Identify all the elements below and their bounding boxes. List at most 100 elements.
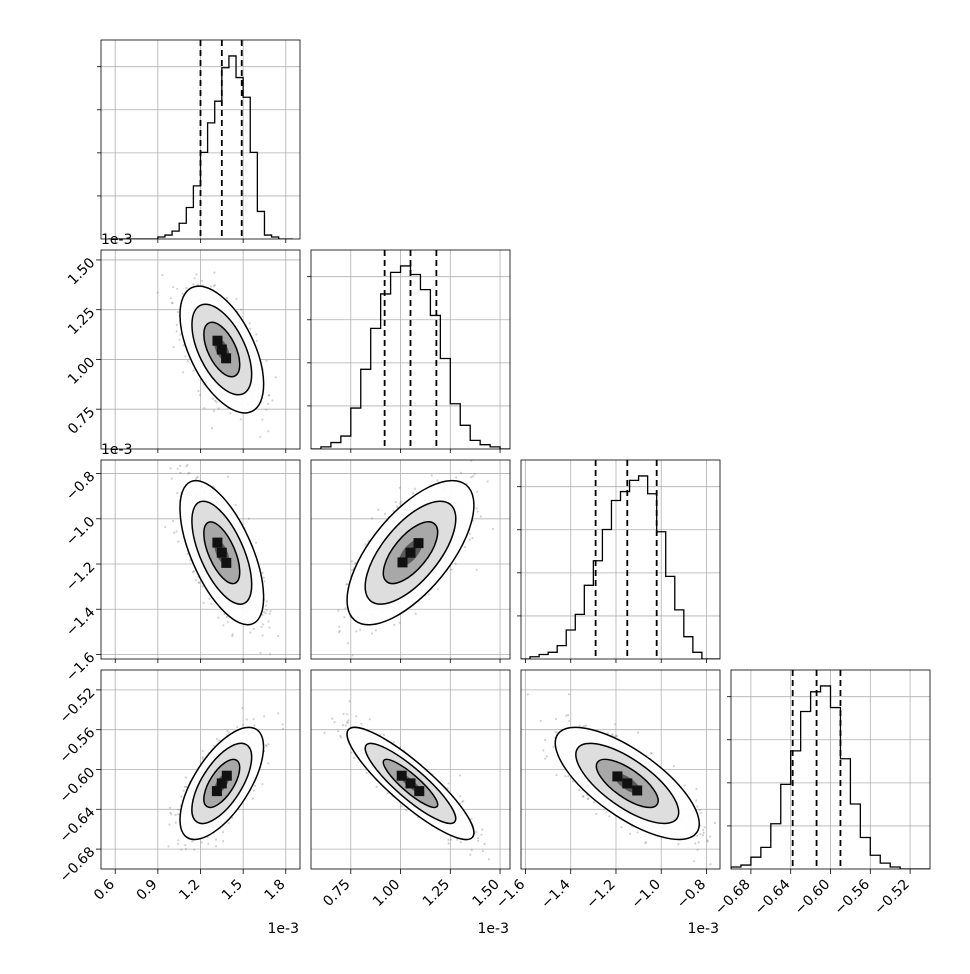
scatter-point: [395, 501, 397, 503]
scatter-point: [460, 472, 462, 474]
scatter-point: [469, 539, 471, 541]
scatter-point: [455, 563, 457, 565]
scatter-point: [428, 593, 430, 595]
scatter-point: [266, 600, 268, 602]
scatter-point: [173, 532, 175, 534]
scatter-point: [371, 517, 373, 519]
scatter-point: [464, 546, 466, 548]
scatter-point: [352, 654, 354, 656]
scatter-point: [261, 419, 263, 421]
scatter-point: [178, 809, 180, 811]
scatter-point: [193, 570, 195, 572]
scatter-point: [270, 610, 272, 612]
scatter-point: [193, 849, 195, 851]
scatter-point: [265, 605, 267, 607]
scatter-point: [175, 530, 177, 532]
scatter-point: [177, 311, 179, 313]
histogram-2: [521, 476, 720, 659]
scatter-point: [216, 738, 218, 740]
scatter-point: [471, 537, 473, 539]
scatter-point: [213, 271, 215, 273]
scatter-point: [399, 487, 401, 489]
scatter-point: [469, 533, 471, 535]
scatter-point: [267, 403, 269, 405]
scatter-point: [179, 334, 181, 336]
scatter-point: [192, 370, 194, 372]
density-core-cell: [406, 548, 416, 558]
scatter-point: [265, 409, 267, 411]
scatter-point: [263, 580, 265, 582]
scatter-point: [265, 609, 267, 611]
scatter-point: [241, 707, 243, 709]
scatter-point: [209, 598, 211, 600]
scatter-point: [240, 309, 242, 311]
scatter-point: [196, 477, 198, 479]
scatter-point: [202, 750, 204, 752]
scatter-point: [215, 845, 217, 847]
scatter-point: [437, 588, 439, 590]
scatter-point: [492, 528, 494, 530]
scatter-point: [201, 280, 203, 282]
scatter-point: [211, 427, 213, 429]
scatter-point: [480, 515, 482, 517]
scatter-point: [214, 400, 216, 402]
density-core-cell: [221, 353, 231, 363]
scatter-point: [222, 624, 224, 626]
scatter-point: [267, 620, 269, 622]
scatter-point: [203, 602, 205, 604]
scatter-point: [218, 739, 220, 741]
scatter-point: [179, 465, 181, 467]
scatter-point: [171, 302, 173, 304]
scatter-point: [254, 785, 256, 787]
scatter-point: [266, 360, 268, 362]
scatter-point: [207, 843, 209, 845]
scatter-point: [235, 298, 237, 300]
scatter-point: [161, 274, 163, 276]
scatter-point: [240, 418, 242, 420]
scatter-point: [248, 518, 250, 520]
scatter-point: [476, 491, 478, 493]
scatter-point: [177, 468, 179, 470]
scatter-point: [222, 840, 224, 842]
scatter-point: [197, 390, 199, 392]
scatter-point: [262, 634, 264, 636]
scatter-point: [177, 839, 179, 841]
scatter-point: [412, 492, 414, 494]
scatter-point: [176, 492, 178, 494]
scatter-point: [213, 285, 215, 287]
scatter-point: [218, 407, 220, 409]
scatter-point: [260, 626, 262, 628]
scatter-point: [400, 501, 402, 503]
scatter-point: [455, 476, 457, 478]
density-core-cell: [213, 336, 223, 346]
panel-frame: [311, 250, 510, 449]
scatter-point: [399, 502, 401, 504]
scatter-point: [177, 813, 179, 815]
scatter-point: [269, 653, 271, 655]
density-core-cell: [217, 345, 227, 355]
scatter-point: [269, 613, 271, 615]
scatter-point: [271, 399, 273, 401]
scatter-point: [176, 330, 178, 332]
scatter-point: [195, 273, 197, 275]
scatter-point: [474, 473, 476, 475]
scatter-point: [267, 430, 269, 432]
scatter-point: [268, 626, 270, 628]
scatter-point: [185, 776, 187, 778]
scatter-point: [384, 513, 386, 515]
scatter-point: [229, 412, 231, 414]
scatter-point: [226, 616, 228, 618]
scatter-point: [195, 579, 197, 581]
density-core-cell: [217, 548, 227, 558]
scatter-point: [164, 526, 166, 528]
scatter-point: [169, 467, 171, 469]
scatter-point: [171, 478, 173, 480]
scatter-point: [431, 474, 433, 476]
scatter-point: [477, 511, 479, 513]
scatter-point: [375, 629, 377, 631]
scatter-point: [175, 822, 177, 824]
scatter-point: [472, 475, 474, 477]
scatter-point: [170, 297, 172, 299]
scatter-point: [180, 848, 182, 850]
